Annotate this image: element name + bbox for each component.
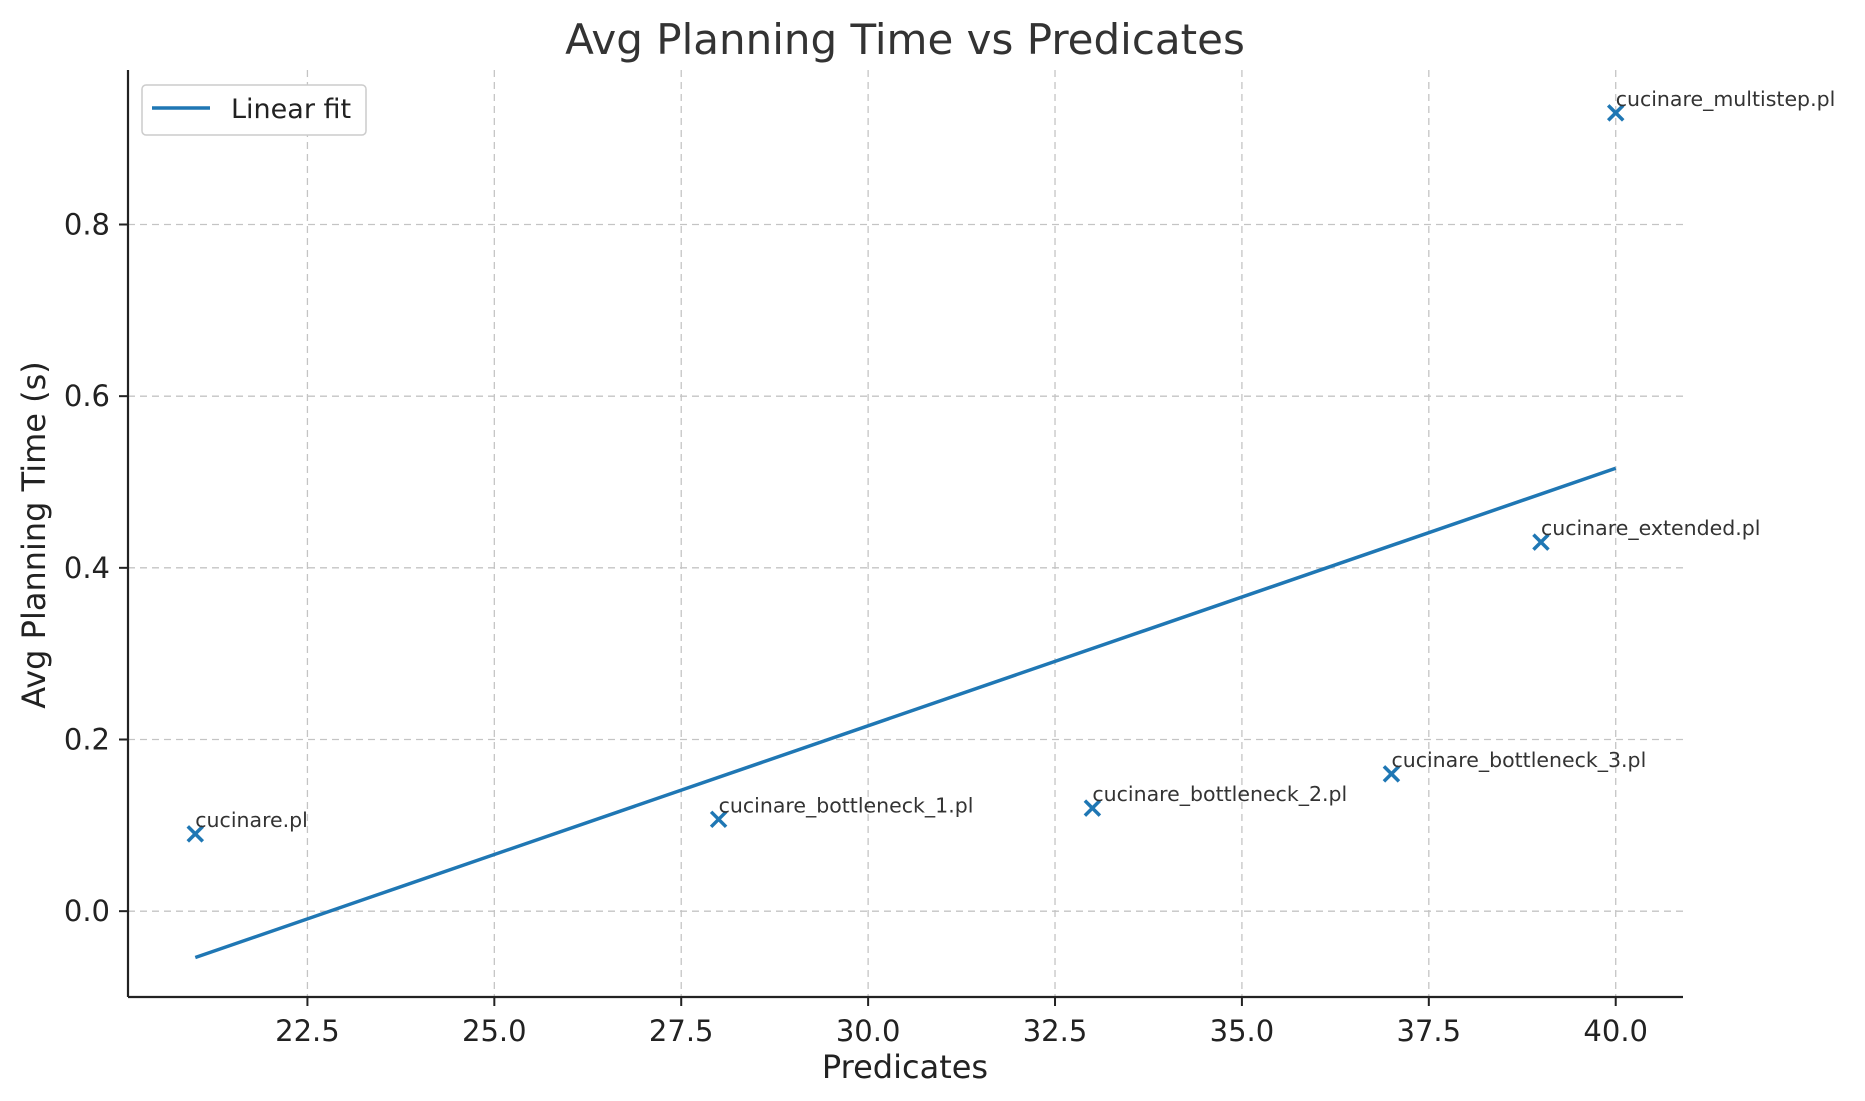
x-tick-label: 25.0	[462, 1014, 527, 1048]
y-tick-label: 0.2	[64, 723, 110, 757]
data-point	[1606, 104, 1625, 122]
legend-label-linear-fit: Linear fit	[231, 94, 351, 125]
ticks: 22.5 25.0 27.5 30.0 32.5 35.0 37.5 40.0 0.0 0.2 0.…	[64, 208, 1648, 1049]
x-tick-label: 32.5	[1023, 1014, 1088, 1048]
data-point	[1083, 799, 1102, 817]
y-tick-label: 0.0	[64, 894, 110, 928]
data-point-stroke	[709, 810, 728, 829]
x-tick-label: 40.0	[1583, 1014, 1648, 1048]
data-point	[709, 810, 728, 829]
x-tick-label: 22.5	[275, 1014, 340, 1048]
data-point-label: cucinare_bottleneck_2.pl	[1092, 782, 1347, 807]
x-tick-label: 27.5	[649, 1014, 714, 1048]
y-tick-label: 0.8	[64, 208, 110, 242]
data-point-label: cucinare_bottleneck_3.pl	[1391, 748, 1646, 773]
y-tick-label: 0.6	[64, 379, 110, 413]
x-tick-label: 30.0	[836, 1014, 901, 1048]
y-tick-label: 0.4	[64, 551, 110, 585]
grid	[128, 70, 1683, 997]
legend-box	[141, 84, 367, 136]
data-point-label: cucinare_multistep.pl	[1616, 87, 1836, 112]
chart-title: Avg Planning Time vs Predicates	[565, 15, 1245, 64]
point-labels: cucinare.pl cucinare_bottleneck_1.pl cucin…	[195, 87, 1835, 832]
data-point-stroke	[186, 825, 205, 843]
x-axis-label: Predicates	[822, 1048, 988, 1086]
data-point-stroke	[1382, 765, 1401, 783]
axes	[126, 70, 1683, 999]
fit-line-layer	[194, 466, 1617, 960]
legend: Linear fit	[141, 84, 367, 136]
x-tick-label: 35.0	[1210, 1014, 1275, 1048]
y-axis-label: Avg Planning Time (s)	[15, 361, 53, 709]
data-point-label: cucinare_extended.pl	[1541, 516, 1761, 541]
data-point	[186, 825, 205, 843]
data-point-stroke	[1532, 533, 1550, 551]
x-tick-label: 37.5	[1397, 1014, 1462, 1048]
data-point-label: cucinare.pl	[195, 808, 308, 832]
linear-fit-line	[194, 466, 1617, 960]
data-point-stroke	[1083, 799, 1102, 817]
data-points	[186, 104, 1625, 843]
data-point	[1532, 533, 1550, 551]
data-point	[1382, 765, 1401, 783]
data-point-label: cucinare_bottleneck_1.pl	[719, 793, 974, 818]
data-point-stroke	[1606, 104, 1625, 122]
